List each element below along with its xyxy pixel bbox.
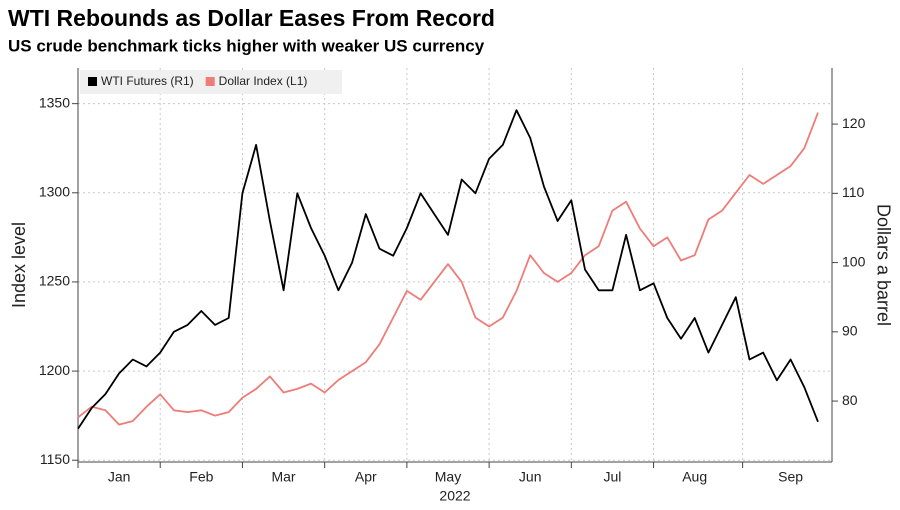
- x-axis-label: 2022: [439, 488, 470, 504]
- chart-subtitle: US crude benchmark ticks higher with wea…: [8, 36, 485, 55]
- y2-tick-label: 100: [842, 253, 866, 269]
- series-line: [77, 112, 819, 426]
- x-tick-label: May: [435, 469, 461, 485]
- legend-swatch: [88, 77, 97, 86]
- y-tick-label: 1250: [39, 273, 70, 289]
- y2-tick-label: 110: [842, 184, 865, 200]
- y2-tick-label: 120: [842, 115, 866, 131]
- x-tick-label: Jul: [603, 469, 621, 485]
- x-tick-label: Mar: [271, 469, 295, 485]
- legend-label: Dollar Index (L1): [219, 74, 308, 88]
- y2-tick-label: 90: [842, 323, 858, 339]
- x-tick-label: Jun: [519, 469, 542, 485]
- x-tick-label: Jan: [108, 469, 131, 485]
- y-tick-label: 1300: [39, 183, 70, 199]
- legend-label: WTI Futures (R1): [101, 74, 194, 88]
- y-tick-label: 1150: [40, 451, 70, 467]
- y-tick-label: 1350: [39, 94, 70, 110]
- legend-swatch: [205, 77, 215, 86]
- x-tick-label: Aug: [682, 469, 707, 485]
- y-tick-label: 1200: [39, 362, 70, 378]
- x-tick-label: Sep: [778, 469, 803, 485]
- legend: WTI Futures (R1) Dollar Index (L1): [80, 70, 342, 94]
- chart-title: WTI Rebounds as Dollar Eases From Record: [8, 5, 495, 31]
- series-line: [77, 109, 819, 430]
- y-axis-label: Index level: [9, 222, 29, 308]
- y2-axis-label: Dollars a barrel: [873, 204, 893, 326]
- x-tick-label: Feb: [189, 469, 213, 485]
- y2-tick-label: 80: [842, 392, 858, 408]
- x-tick-label: Apr: [355, 469, 377, 485]
